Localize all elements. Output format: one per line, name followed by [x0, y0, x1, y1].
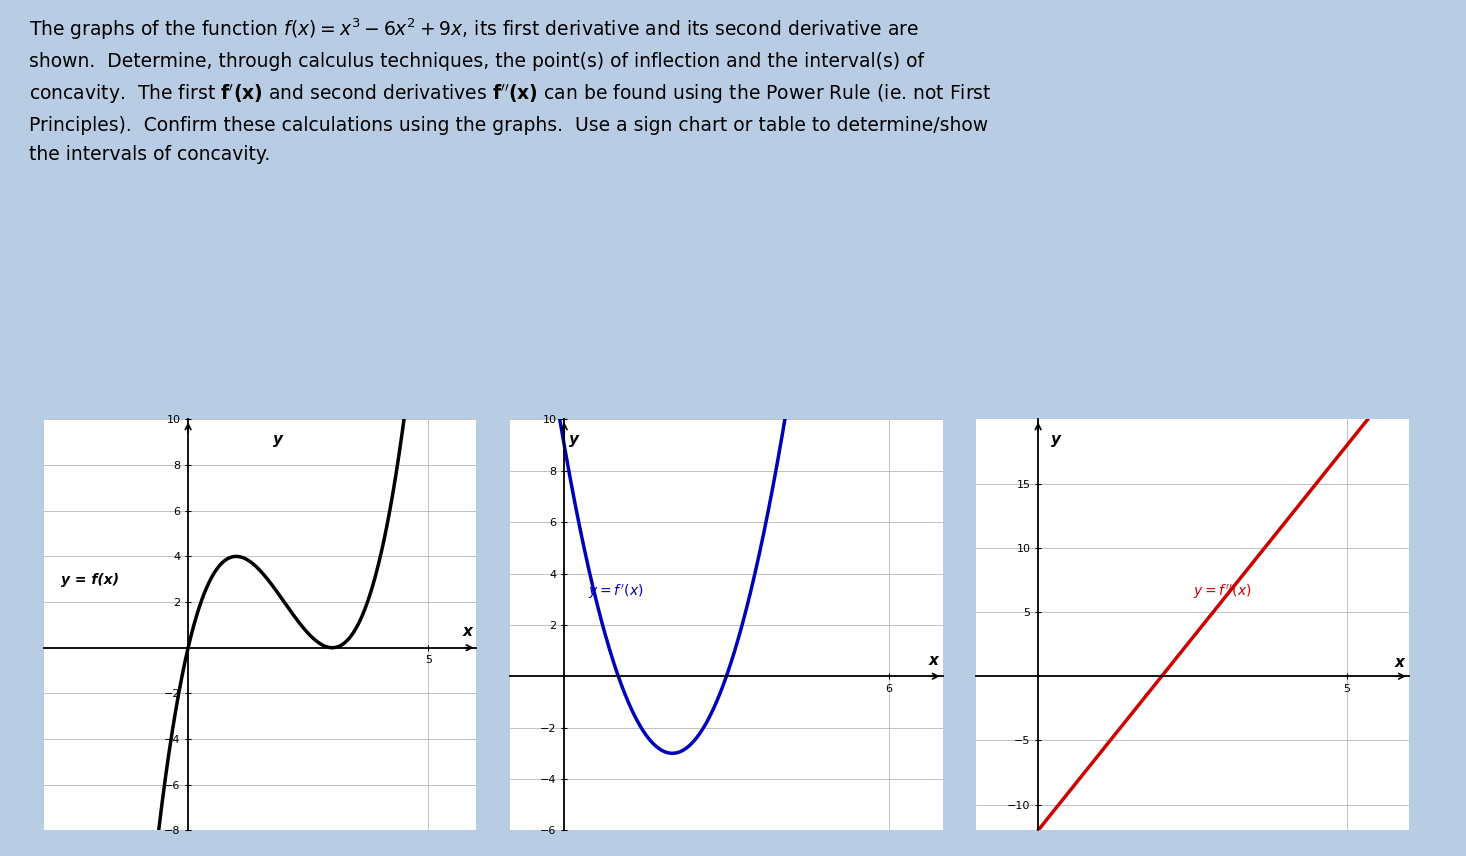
- Text: y: y: [273, 431, 283, 447]
- Text: x: x: [928, 653, 938, 668]
- Text: x: x: [1394, 655, 1404, 670]
- Text: $y = f\,'(x)$: $y = f\,'(x)$: [588, 583, 644, 601]
- Text: y: y: [569, 431, 579, 447]
- Text: x: x: [462, 625, 472, 639]
- Text: y: y: [1051, 431, 1061, 447]
- Text: The graphs of the function $f(x) = x^3 - 6x^2 + 9x$, its first derivative and it: The graphs of the function $f(x) = x^3 -…: [29, 16, 991, 163]
- Text: $y = f\,''(x)$: $y = f\,''(x)$: [1193, 583, 1250, 601]
- Text: y = f(x): y = f(x): [62, 573, 119, 587]
